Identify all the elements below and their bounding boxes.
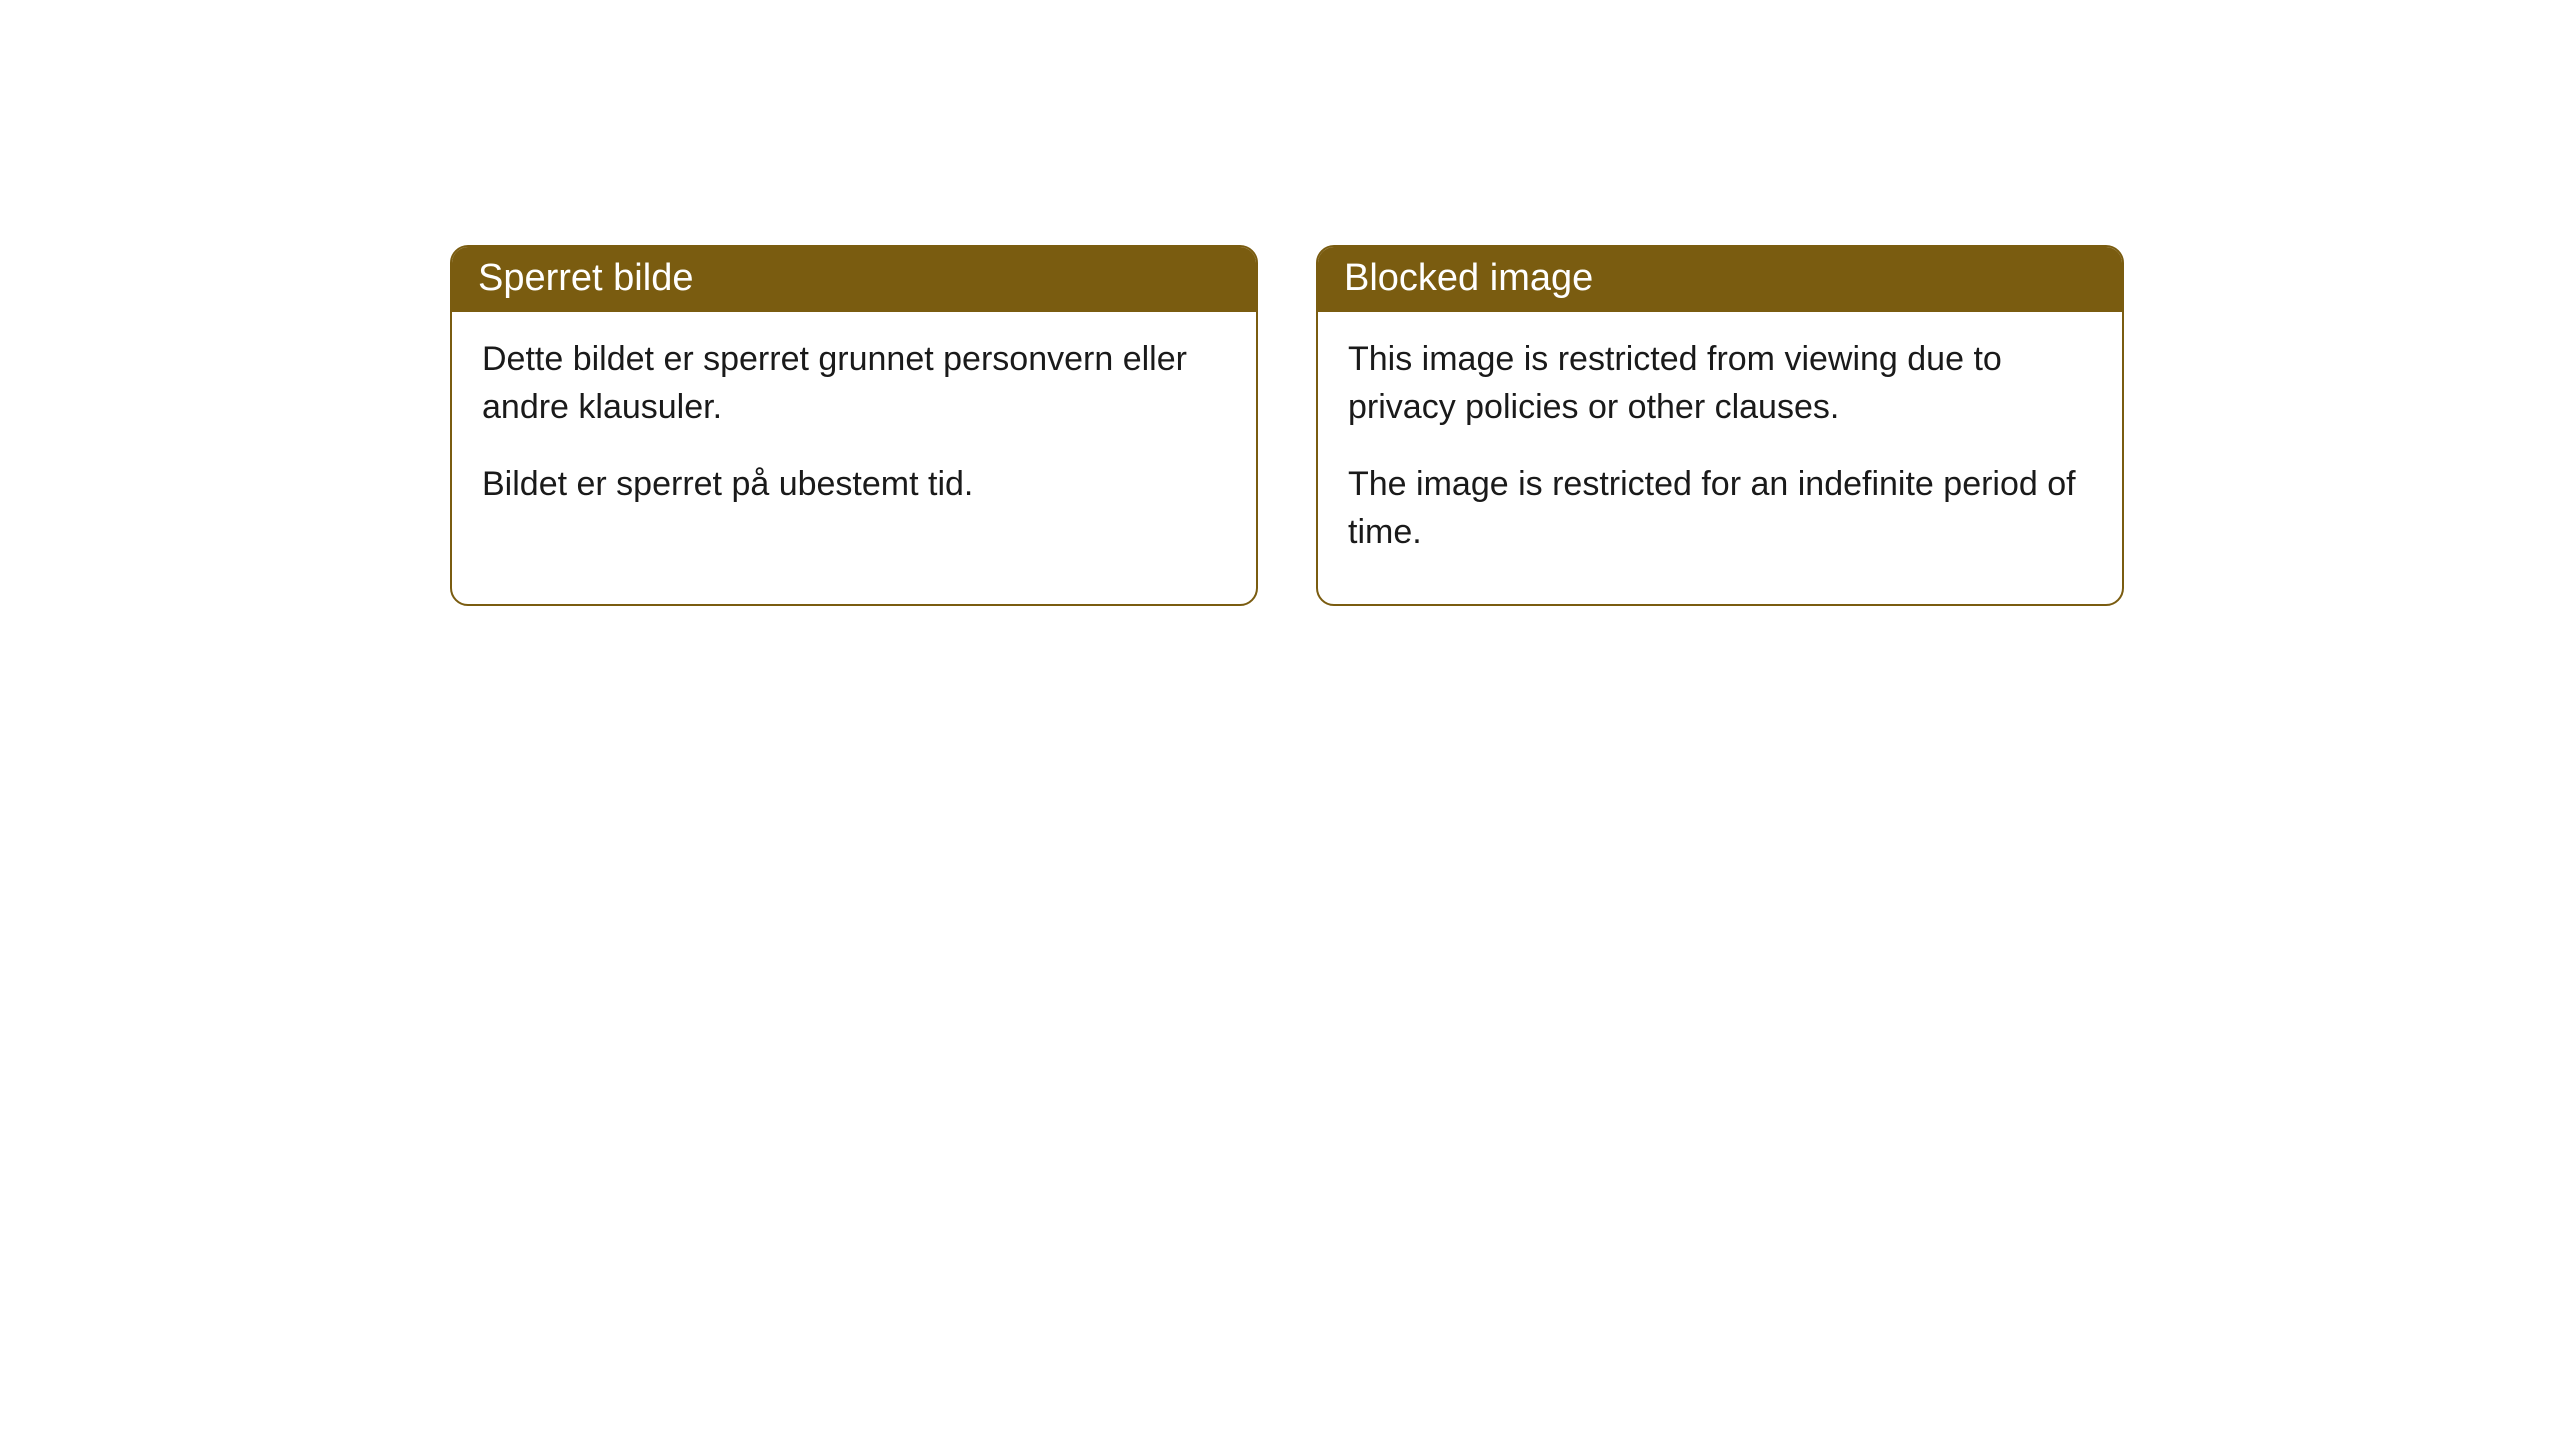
card-body: Dette bildet er sperret grunnet personve… bbox=[452, 312, 1256, 557]
card-body: This image is restricted from viewing du… bbox=[1318, 312, 2122, 604]
notice-card-english: Blocked image This image is restricted f… bbox=[1316, 245, 2124, 606]
card-title: Blocked image bbox=[1344, 257, 1593, 299]
notice-card-norwegian: Sperret bilde Dette bildet er sperret gr… bbox=[450, 245, 1258, 606]
card-paragraph-1: This image is restricted from viewing du… bbox=[1348, 336, 2092, 431]
card-header: Blocked image bbox=[1318, 247, 2122, 312]
card-paragraph-1: Dette bildet er sperret grunnet personve… bbox=[482, 336, 1226, 431]
notice-cards-container: Sperret bilde Dette bildet er sperret gr… bbox=[450, 245, 2560, 606]
card-paragraph-2: The image is restricted for an indefinit… bbox=[1348, 461, 2092, 556]
card-title: Sperret bilde bbox=[478, 257, 693, 299]
card-header: Sperret bilde bbox=[452, 247, 1256, 312]
card-paragraph-2: Bildet er sperret på ubestemt tid. bbox=[482, 461, 1226, 509]
